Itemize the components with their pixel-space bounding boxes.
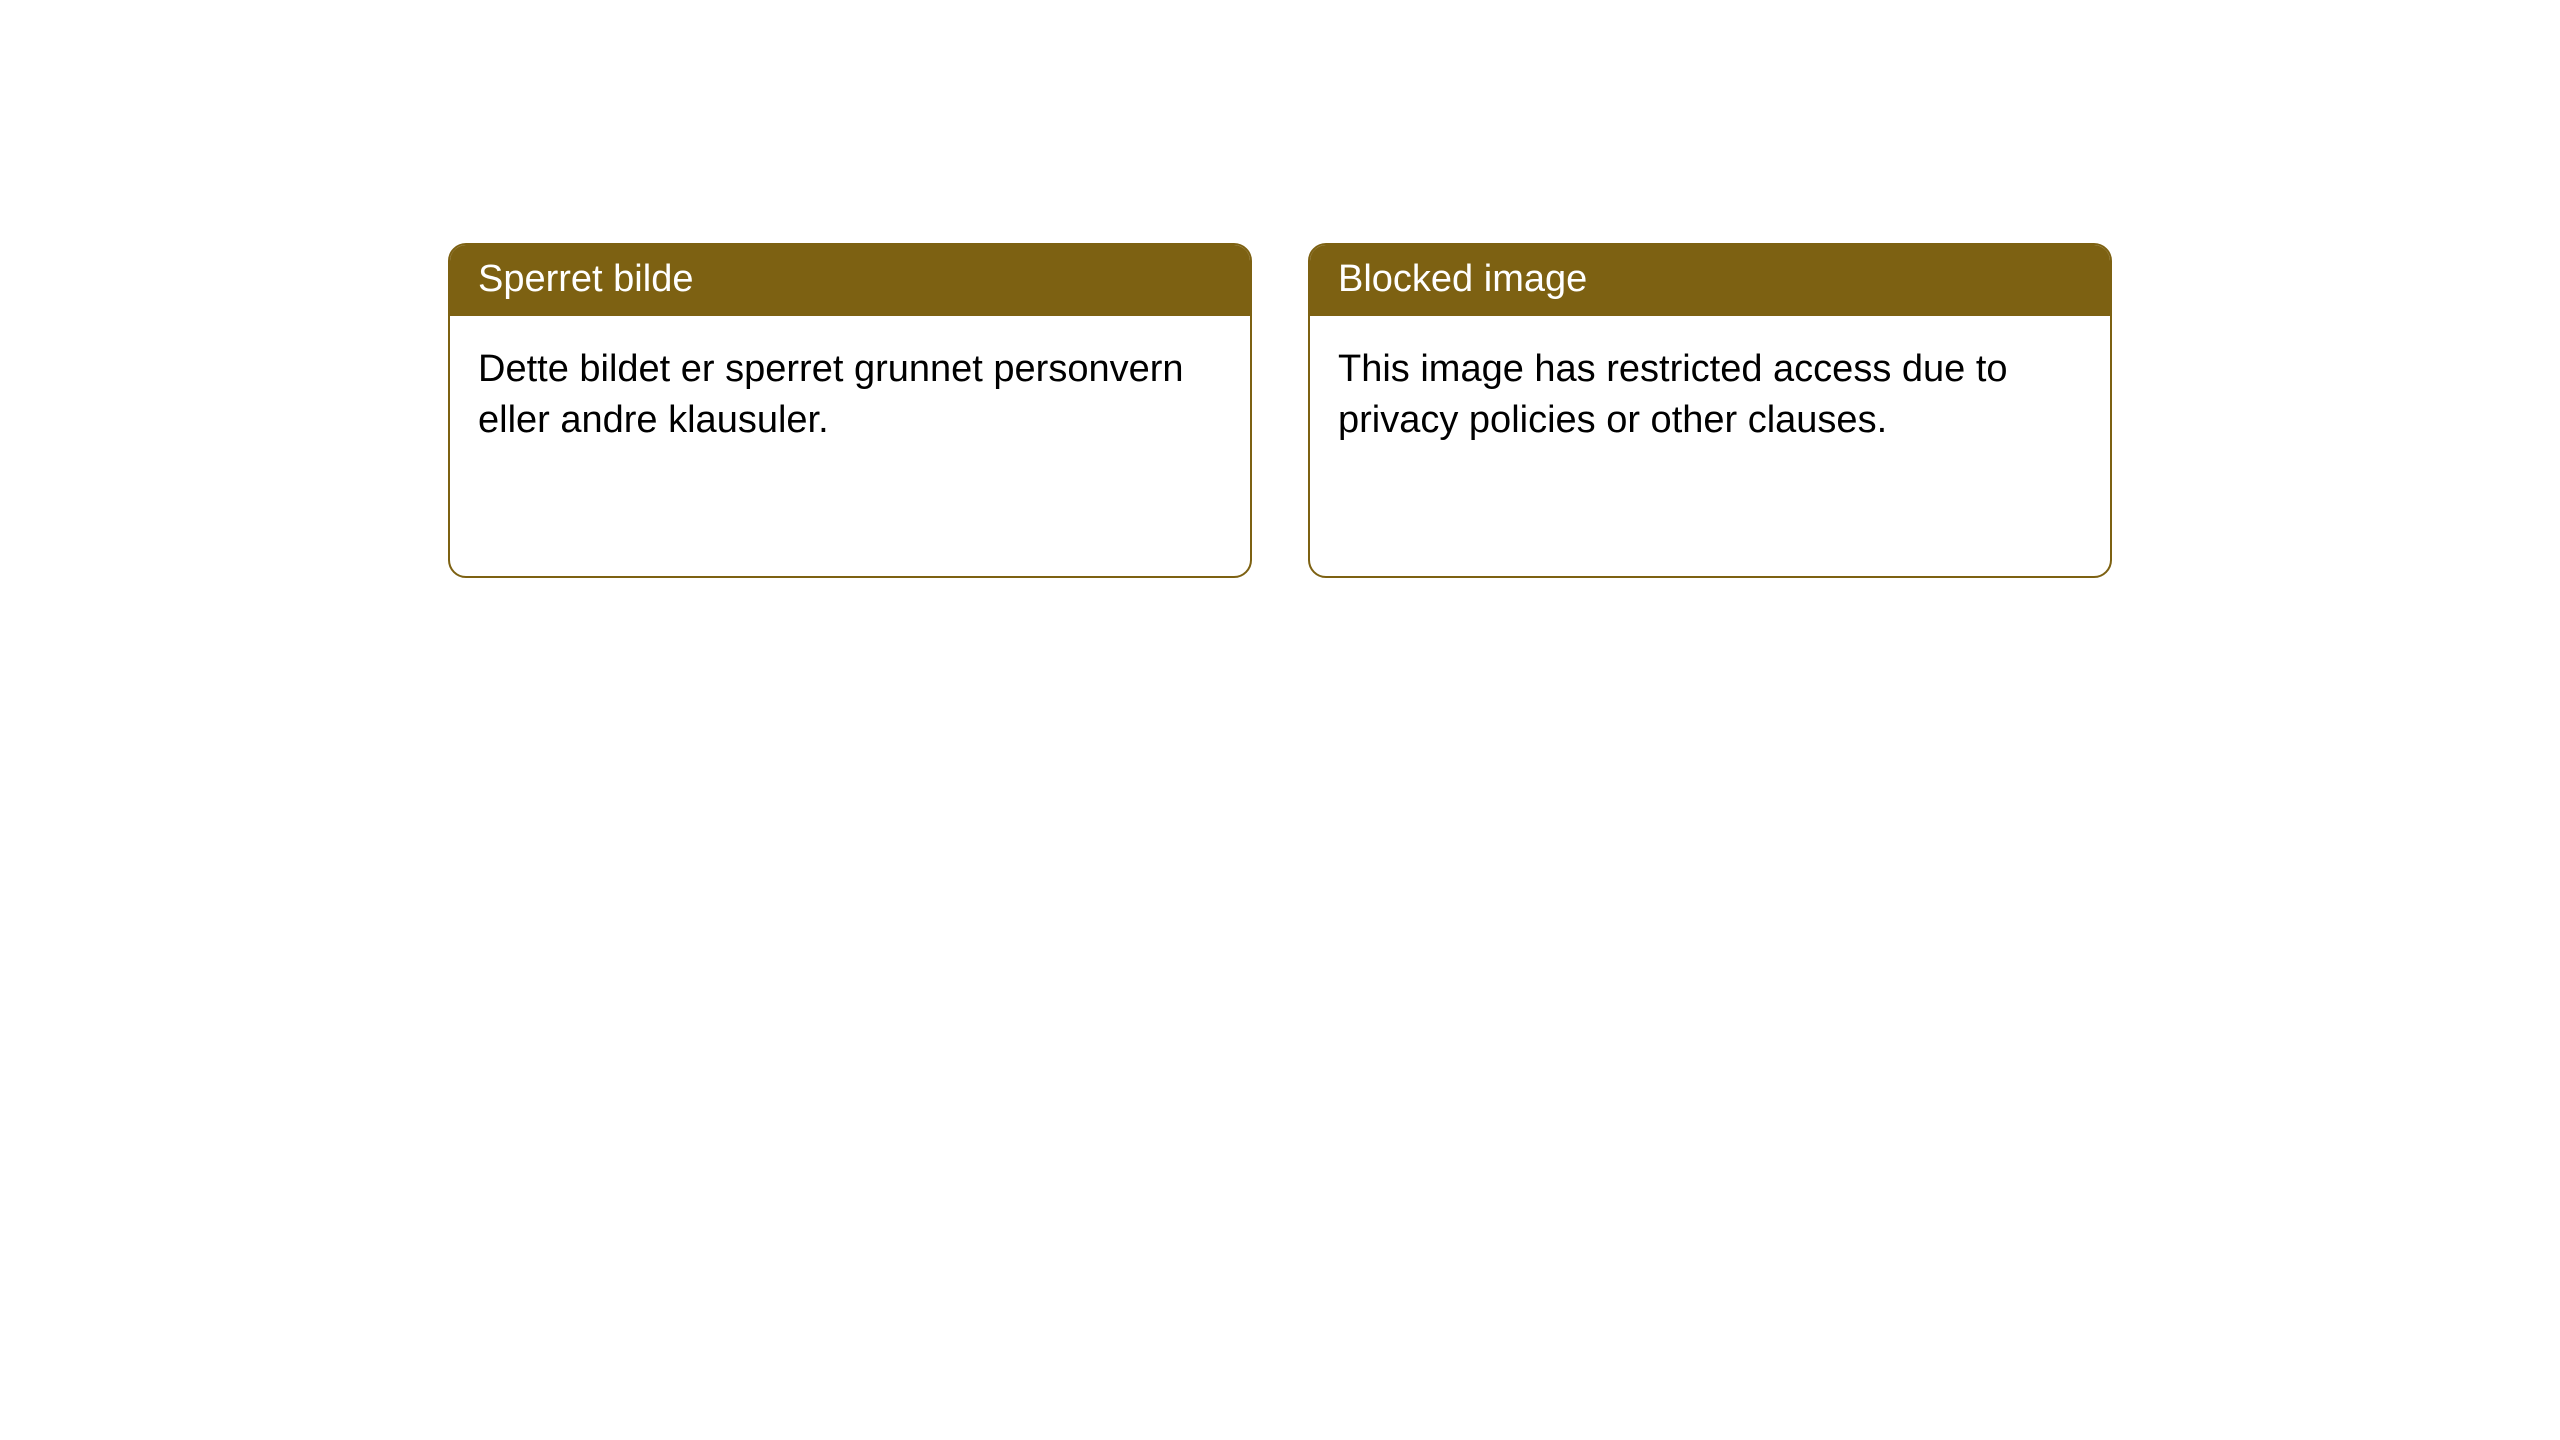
card-body: This image has restricted access due to …: [1310, 316, 2110, 576]
notice-cards-container: Sperret bilde Dette bildet er sperret gr…: [448, 243, 2112, 578]
card-header: Sperret bilde: [450, 245, 1250, 316]
card-header: Blocked image: [1310, 245, 2110, 316]
notice-card-norwegian: Sperret bilde Dette bildet er sperret gr…: [448, 243, 1252, 578]
card-body: Dette bildet er sperret grunnet personve…: [450, 316, 1250, 576]
notice-card-english: Blocked image This image has restricted …: [1308, 243, 2112, 578]
